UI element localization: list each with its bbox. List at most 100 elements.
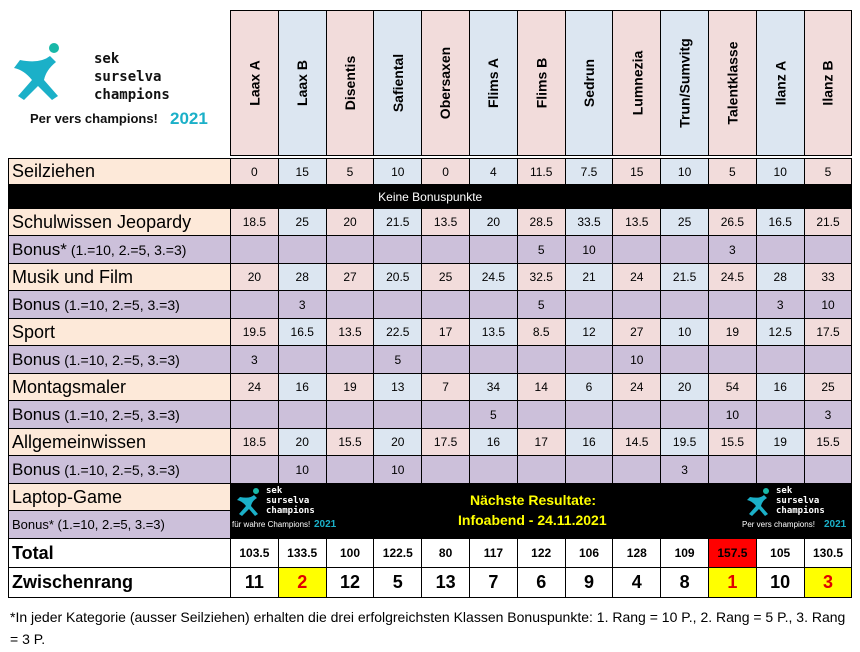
- score-cell: [373, 235, 423, 264]
- rank-cell: 3: [803, 567, 853, 598]
- score-cell: [612, 455, 662, 484]
- score-cell: [230, 290, 279, 319]
- score-cell: 33: [803, 263, 853, 291]
- score-cell: 24: [612, 373, 662, 401]
- score-cell: 28.5: [516, 208, 566, 236]
- total-cell: 117: [469, 538, 518, 568]
- logo-year: 2021: [824, 519, 847, 530]
- total-cell: 109: [660, 538, 709, 568]
- logo-line: sek: [94, 51, 120, 67]
- score-cell: [421, 455, 470, 484]
- score-cell: 21.5: [373, 208, 423, 236]
- rank-cell: 2: [277, 567, 327, 598]
- logo-year: 2021: [170, 109, 208, 128]
- score-cell: 16: [277, 373, 327, 401]
- row-note: (1.=10, 2.=5, 3.=3): [64, 296, 180, 313]
- score-cell: 18.5: [230, 208, 279, 236]
- banner: [230, 483, 853, 539]
- score-cell: 15.5: [325, 428, 375, 456]
- next-results-date: Infoabend - 24.11.2021: [458, 512, 607, 528]
- score-cell: 16.5: [277, 318, 327, 346]
- column-header: Lumnezia: [612, 10, 662, 156]
- column-header: Ilanz A: [755, 10, 805, 156]
- score-cell: 13.5: [612, 208, 662, 236]
- total-cell: 100: [325, 538, 375, 568]
- score-cell: 20: [325, 208, 375, 236]
- score-cell: [516, 345, 566, 374]
- logo-slogan: Per vers champions!: [30, 111, 158, 126]
- row-label: Allgemeinwissen: [12, 431, 147, 452]
- score-cell: 19: [755, 428, 805, 456]
- score-cell: 3: [660, 455, 709, 484]
- column-title: Disentis: [342, 55, 358, 111]
- row-note: (1.=10, 2.=5, 3.=3): [64, 406, 180, 423]
- score-cell: 24.5: [469, 263, 518, 291]
- column-header: Disentis: [325, 10, 375, 156]
- row-label: Seilziehen: [12, 161, 96, 181]
- score-cell: [755, 455, 805, 484]
- score-cell: 25: [803, 373, 853, 401]
- score-cell: 13: [373, 373, 423, 401]
- column-title: Lumnezia: [628, 50, 645, 116]
- logo-line: champions: [776, 506, 825, 516]
- bonus-label: Bonus (1.=10, 2.=5, 3.=3): [8, 290, 231, 319]
- score-cell: [564, 345, 614, 374]
- score-cell: [277, 345, 327, 374]
- score-cell: 25: [421, 263, 470, 291]
- score-cell: [803, 455, 853, 484]
- column-title: Safiental: [389, 53, 406, 113]
- row-label: Musik und Film: [12, 266, 134, 287]
- score-cell: [660, 290, 709, 319]
- row-label: Bonus*: [12, 239, 67, 259]
- rank-cell: 13: [421, 567, 470, 598]
- score-cell: [660, 345, 709, 374]
- score-cell: [755, 400, 805, 429]
- score-cell: 10: [277, 455, 327, 484]
- score-cell: [421, 345, 470, 374]
- score-cell: 13.5: [421, 208, 470, 236]
- score-cell: [325, 400, 375, 429]
- category-label: Musik und Film: [8, 263, 231, 291]
- score-cell: 20.5: [373, 263, 423, 291]
- score-cell: 10: [660, 158, 709, 185]
- score-cell: 6: [564, 373, 614, 401]
- score-cell: 3: [230, 345, 279, 374]
- score-cell: [421, 290, 470, 319]
- score-cell: 24.5: [708, 263, 757, 291]
- score-cell: 15: [612, 158, 662, 185]
- rank-cell: 11: [230, 567, 279, 598]
- column-header: Trun/Sumvitg: [660, 10, 709, 156]
- column-header: Talentklasse: [708, 10, 757, 156]
- score-cell: 17.5: [803, 318, 853, 346]
- score-cell: [469, 235, 518, 264]
- score-cell: [755, 345, 805, 374]
- column-header: Laax B: [277, 10, 327, 156]
- score-cell: 5: [516, 235, 566, 264]
- total-cell: 103.5: [230, 538, 279, 568]
- score-cell: 54: [708, 373, 757, 401]
- score-cell: 22.5: [373, 318, 423, 346]
- score-cell: 16: [564, 428, 614, 456]
- score-cell: 32.5: [516, 263, 566, 291]
- score-cell: [373, 400, 423, 429]
- score-cell: [325, 345, 375, 374]
- score-cell: 27: [612, 318, 662, 346]
- logo-slogan: für wahre Champions!: [232, 520, 311, 529]
- score-cell: [612, 290, 662, 319]
- column-title: Ilanz A: [772, 60, 789, 106]
- total-cell: 80: [421, 538, 470, 568]
- score-cell: 3: [277, 290, 327, 319]
- column-header: Flims A: [469, 10, 518, 156]
- score-cell: [325, 235, 375, 264]
- score-cell: 17: [421, 318, 470, 346]
- rank-cell: 7: [469, 567, 518, 598]
- score-cell: [803, 235, 853, 264]
- column-title: Laax B: [294, 60, 311, 106]
- score-cell: 5: [803, 158, 853, 185]
- score-cell: 10: [660, 318, 709, 346]
- score-cell: 5: [469, 400, 518, 429]
- rank-cell: 10: [755, 567, 805, 598]
- column-title: Trun/Sumvitg: [676, 38, 693, 128]
- row-label: Sport: [12, 321, 56, 342]
- score-cell: 0: [230, 158, 279, 185]
